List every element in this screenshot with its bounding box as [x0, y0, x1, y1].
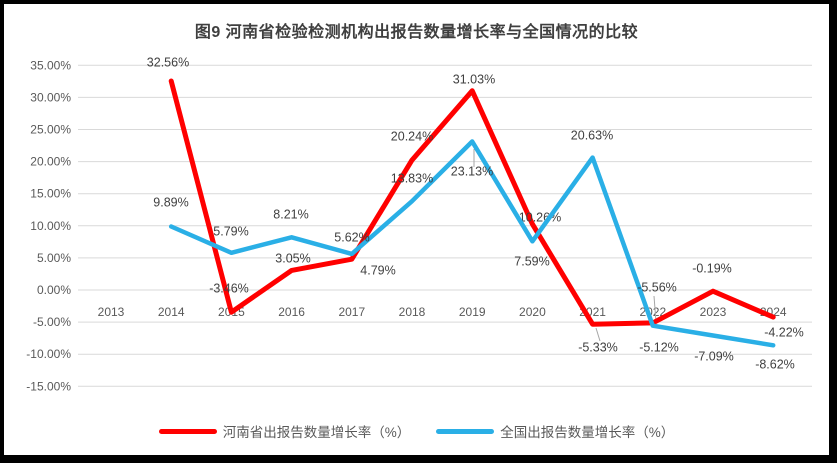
data-label-national-2020: 7.59%	[514, 255, 549, 269]
series-line-henan	[168, 78, 776, 327]
x-axis-tick-label: 2023	[700, 305, 727, 319]
data-label-henan-2022: -5.12%	[639, 341, 679, 355]
x-axis-tick-label: 2020	[519, 305, 546, 319]
y-axis-tick-label: 20.00%	[30, 155, 71, 169]
data-label-henan-2014: 32.56%	[147, 56, 189, 70]
data-label-henan-2016: 3.05%	[275, 252, 310, 266]
y-axis-tick-label: -5.00%	[33, 315, 71, 329]
data-label-henan-2017: 4.79%	[360, 264, 395, 278]
y-axis-tick-label: 0.00%	[37, 283, 71, 297]
data-label-henan-2021: -5.33%	[578, 341, 618, 355]
x-axis-tick-label: 2019	[459, 305, 486, 319]
data-label-national-2019: 23.13%	[451, 165, 493, 179]
x-axis-tick-label: 2013	[98, 305, 125, 319]
legend: 河南省出报告数量增长率（%） 全国出报告数量增长率（%）	[4, 421, 829, 441]
chart-title: 图9 河南省检验检测机构出报告数量增长率与全国情况的比较	[194, 24, 639, 41]
data-label-national-2017: 5.62%	[334, 231, 369, 245]
legend-line-sample-henan	[158, 428, 217, 434]
y-axis-tick-label: 5.00%	[37, 251, 71, 265]
y-axis-tick-label: 10.00%	[30, 219, 71, 233]
x-axis-tick-label: 2018	[399, 305, 426, 319]
data-label-national-2014: 9.89%	[153, 196, 188, 210]
data-label-henan-2024: -4.22%	[764, 326, 804, 340]
x-axis-tick-label: 2017	[338, 305, 365, 319]
chart-canvas: 35.00% 30.00% 25.00% 20.00% 15.00% 10.00% 5.00…	[26, 56, 812, 393]
series-line-national	[168, 139, 776, 348]
legend-item-national: 全国出报告数量增长率（%）	[436, 421, 674, 441]
y-axis-tick-label: -10.00%	[26, 347, 71, 361]
data-label-national-2023: -7.09%	[694, 350, 734, 364]
legend-label-henan: 河南省出报告数量增长率（%）	[222, 425, 411, 440]
data-label-henan-2015: -3.46%	[209, 282, 249, 296]
y-axis-tick-label: 25.00%	[30, 123, 71, 137]
x-axis-tick-label: 2016	[278, 305, 305, 319]
data-label-national-2018: 13.83%	[391, 172, 433, 186]
label-leader-line	[595, 327, 601, 342]
y-axis-tick-label: 30.00%	[30, 90, 71, 104]
label-leader-line	[653, 295, 657, 323]
data-label-national-2022: -5.56%	[637, 281, 677, 295]
y-axis-tick-label: 35.00%	[30, 58, 71, 72]
chart-area: 35.00% 30.00% 25.00% 20.00% 15.00% 10.00% 5.00…	[4, 4, 829, 455]
data-label-national-2016: 8.21%	[273, 208, 308, 222]
x-axis-tick-label: 2014	[158, 305, 185, 319]
legend-label-national: 全国出报告数量增长率（%）	[500, 425, 675, 440]
data-label-national-2015: 5.79%	[213, 225, 248, 239]
data-label-henan-2019: 31.03%	[453, 73, 495, 87]
legend-item-henan: 河南省出报告数量增长率（%）	[158, 421, 411, 441]
y-axis-tick-label: -15.00%	[26, 379, 71, 393]
legend-line-sample-national	[436, 428, 495, 434]
data-label-henan-2023: -0.19%	[692, 262, 732, 276]
data-label-national-2024: -8.62%	[755, 358, 795, 372]
y-axis-tick-label: 15.00%	[30, 187, 71, 201]
data-label-henan-2018: 20.24%	[391, 130, 433, 144]
data-label-national-2021: 20.63%	[571, 129, 613, 143]
